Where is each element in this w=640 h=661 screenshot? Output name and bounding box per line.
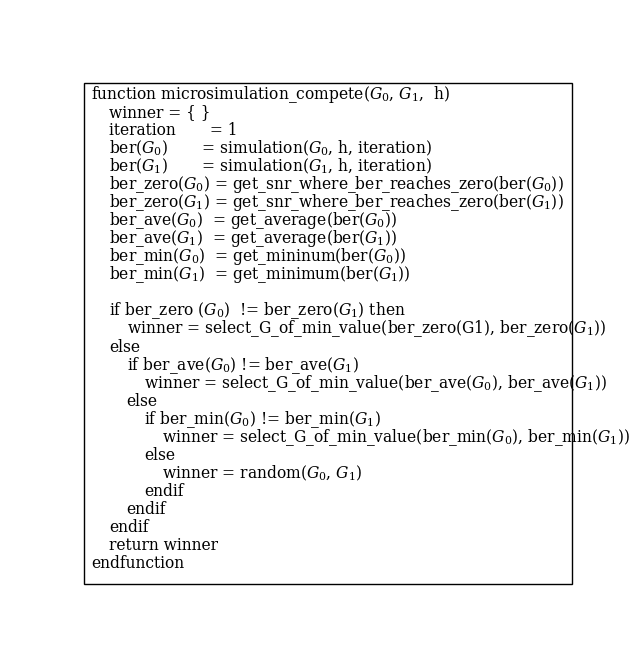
Text: function microsimulation_compete($G_0$, $G_1$,  h): function microsimulation_compete($G_0$, …: [91, 84, 450, 104]
Text: ber_zero($G_1$) = get_snr_where_ber_reaches_zero(ber($G_1$)): ber_zero($G_1$) = get_snr_where_ber_reac…: [109, 192, 564, 213]
Text: ber_zero($G_0$) = get_snr_where_ber_reaches_zero(ber($G_0$)): ber_zero($G_0$) = get_snr_where_ber_reac…: [109, 174, 564, 195]
Text: ber_min($G_0$)  = get_mininum(ber($G_0$)): ber_min($G_0$) = get_mininum(ber($G_0$)): [109, 247, 406, 267]
Text: endif: endif: [127, 501, 166, 518]
Text: endif: endif: [109, 520, 148, 536]
Text: if ber_zero ($G_0$)  != ber_zero($G_1$) then: if ber_zero ($G_0$) != ber_zero($G_1$) t…: [109, 301, 405, 321]
Text: endif: endif: [145, 483, 184, 500]
Text: iteration       = 1: iteration = 1: [109, 122, 237, 139]
Text: winner = random($G_0$, $G_1$): winner = random($G_0$, $G_1$): [163, 463, 363, 483]
Text: ber($G_0$)       = simulation($G_0$, h, iteration): ber($G_0$) = simulation($G_0$, h, iterat…: [109, 138, 431, 157]
Text: ber_ave($G_0$)  = get_average(ber($G_0$)): ber_ave($G_0$) = get_average(ber($G_0$)): [109, 210, 397, 231]
Text: else: else: [127, 393, 157, 410]
Text: if ber_min($G_0$) != ber_min($G_1$): if ber_min($G_0$) != ber_min($G_1$): [145, 409, 381, 430]
Text: if ber_ave($G_0$) != ber_ave($G_1$): if ber_ave($G_0$) != ber_ave($G_1$): [127, 355, 358, 375]
Text: winner = { }: winner = { }: [109, 104, 211, 121]
Text: endfunction: endfunction: [91, 555, 184, 572]
Text: ber_ave($G_1$)  = get_average(ber($G_1$)): ber_ave($G_1$) = get_average(ber($G_1$)): [109, 228, 397, 249]
Text: else: else: [145, 447, 175, 464]
Text: winner = select_G_of_min_value(ber_min($G_0$), ber_min($G_1$)): winner = select_G_of_min_value(ber_min($…: [163, 427, 630, 448]
Text: winner = select_G_of_min_value(ber_ave($G_0$), ber_ave($G_1$)): winner = select_G_of_min_value(ber_ave($…: [145, 373, 607, 394]
Text: winner = select_G_of_min_value(ber_zero(G1), ber_zero($G_1$)): winner = select_G_of_min_value(ber_zero(…: [127, 319, 606, 340]
Text: ber($G_1$)       = simulation($G_1$, h, iteration): ber($G_1$) = simulation($G_1$, h, iterat…: [109, 156, 431, 176]
FancyBboxPatch shape: [84, 83, 572, 584]
Text: else: else: [109, 338, 140, 356]
Text: return winner: return winner: [109, 537, 218, 555]
Text: ber_min($G_1$)  = get_minimum(ber($G_1$)): ber_min($G_1$) = get_minimum(ber($G_1$)): [109, 264, 410, 286]
